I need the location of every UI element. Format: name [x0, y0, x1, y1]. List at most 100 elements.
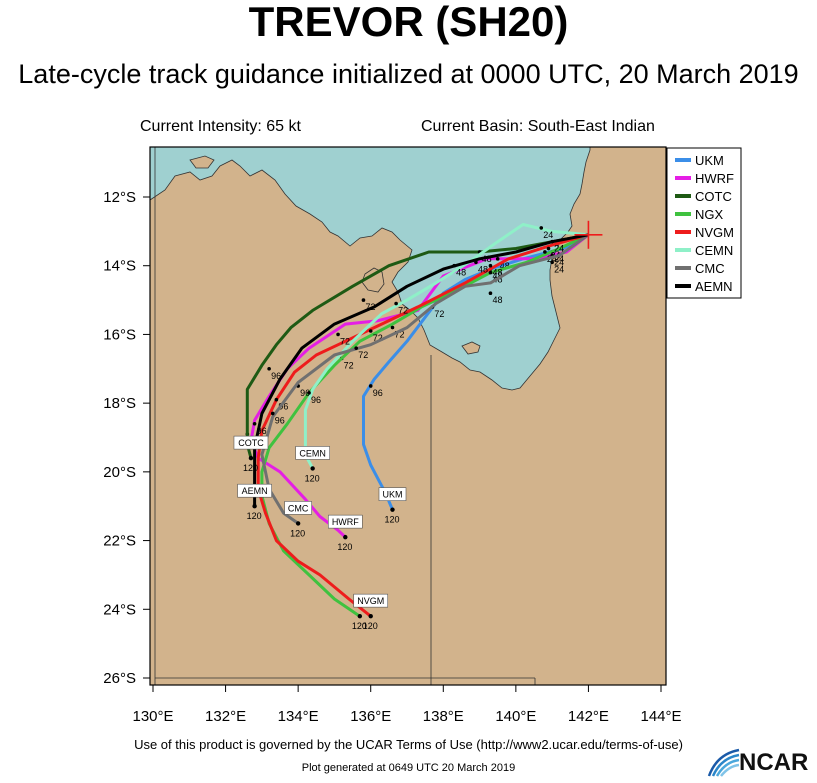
- legend-box: [666, 147, 742, 299]
- model-end-label: COTC: [238, 438, 264, 448]
- ncar-logo: NCAR: [707, 748, 813, 778]
- end-hour-label: 120: [384, 515, 399, 525]
- x-tick-label: 140°E: [495, 708, 536, 725]
- y-tick-label: 24°S: [103, 601, 136, 618]
- forecast-hour-dot: [267, 366, 271, 371]
- forecast-hour-dot: [539, 226, 544, 230]
- track-cemn: [303, 223, 589, 470]
- track-end-dot: [390, 507, 395, 512]
- land-group: [150, 147, 666, 685]
- map-frame: [149, 146, 667, 686]
- forecast-hour-label: 72: [394, 330, 404, 340]
- track-end-dot: [357, 613, 363, 619]
- forecast-hour-label: 96: [373, 388, 383, 398]
- forecast-hour-label: 24: [543, 230, 553, 240]
- forecast-hour-label: 48: [492, 268, 502, 278]
- model-end-label: CEMN: [299, 448, 326, 458]
- forecast-hour-label: 72: [344, 360, 354, 370]
- model-end-label: UKM: [382, 490, 402, 500]
- legend-label-aemn: AEMN: [695, 279, 733, 294]
- forecast-hour-label: 48: [492, 271, 502, 281]
- end-hour-label: 120: [337, 542, 352, 552]
- forecast-hour-label: 72: [358, 350, 368, 360]
- forecast-hour-label: 48: [500, 261, 510, 271]
- forecast-hour-label: 24: [547, 254, 557, 264]
- forecast-hour-dot: [488, 291, 493, 296]
- track-cotc: [245, 233, 589, 459]
- legend: UKM HWRF COTC NGX NVGM CEMN CMC AEMN: [666, 147, 742, 299]
- ncar-wordmark: NCAR: [739, 749, 809, 776]
- legend-label-ngx: NGX: [695, 207, 724, 222]
- axes-layer: 130°E 132°E 134°E 136°E 138°E 140°E 142°E 144°E…: [103, 189, 681, 725]
- forecast-hour-label: 24: [554, 254, 564, 264]
- y-tick-label: 26°S: [103, 670, 136, 687]
- tracks-layer: 24 48 72 96 24 48 72 96 24 48 72 96 24 48 72 96 24 48 72 96…: [245, 223, 590, 618]
- x-tick-label: 134°E: [278, 708, 319, 725]
- forecast-hour-label: 48: [478, 264, 488, 274]
- forecast-hour-dot: [354, 346, 359, 350]
- legend-label-ukm: UKM: [695, 153, 724, 168]
- forecast-hour-label: 96: [300, 388, 310, 398]
- plot-generated: Plot generated at 0649 UTC 20 March 2019: [301, 762, 516, 774]
- ncar-swirl-icon: [707, 748, 740, 777]
- current-basin: Current Basin: South-East Indian: [421, 118, 655, 135]
- model-end-box: [378, 487, 407, 501]
- track-end-dot: [248, 455, 254, 461]
- model-end-box: [328, 514, 363, 529]
- legend-label-hwrf: HWRF: [695, 171, 734, 186]
- forecast-hour-label: 24: [554, 264, 564, 274]
- forecast-hour-dot: [546, 246, 551, 251]
- x-tick-label: 136°E: [350, 708, 391, 725]
- forecast-hour-label: 48: [456, 268, 466, 278]
- forecast-hour-dot: [394, 301, 398, 306]
- y-tick-label: 18°S: [103, 395, 136, 412]
- x-tick-label: 142°E: [568, 708, 609, 725]
- model-end-box: [353, 593, 389, 608]
- forecast-hour-dot: [270, 411, 275, 416]
- model-end-label: AEMN: [242, 486, 268, 496]
- forecast-hour-label: 72: [373, 333, 383, 343]
- y-tick-label: 14°S: [103, 258, 136, 275]
- legend-label-cmc: CMC: [695, 261, 725, 276]
- forecast-hour-dot: [488, 263, 493, 268]
- track-ukm: [362, 233, 590, 511]
- y-tick-label: 20°S: [103, 464, 136, 481]
- forecast-hour-dot: [361, 298, 366, 302]
- terms-of-use: Use of this product is governed by the U…: [134, 737, 683, 752]
- end-hour-label: 120: [363, 621, 378, 631]
- end-hour-label: 120: [243, 463, 258, 473]
- track-end-dot: [368, 613, 373, 619]
- model-end-box: [284, 501, 312, 515]
- track-cmc: [260, 233, 590, 525]
- storm-title: TREVOR (SH20): [248, 0, 569, 45]
- model-end-box: [233, 435, 269, 450]
- y-tick-label: 16°S: [103, 326, 136, 343]
- track-end-dot: [252, 504, 257, 509]
- forecast-hour-label: 24: [554, 257, 564, 267]
- north-islands: [189, 155, 215, 169]
- forecast-hour-dot: [390, 325, 395, 330]
- model-end-box: [295, 446, 330, 460]
- track-end-dot: [295, 521, 301, 526]
- forecast-hour-label: 96: [275, 415, 285, 425]
- forecast-hour-dot: [368, 384, 373, 388]
- forecast-hour-dot: [495, 257, 500, 261]
- x-tick-label: 138°E: [423, 708, 464, 725]
- legend-label-nvgm: NVGM: [695, 225, 734, 240]
- y-tick-label: 22°S: [103, 533, 136, 550]
- end-hour-label: 120: [290, 528, 305, 538]
- forecast-hour-dot: [550, 239, 554, 244]
- forecast-hour-label: 96: [257, 426, 267, 436]
- forecast-hour-dot: [307, 391, 311, 395]
- australia-landmass: [150, 147, 666, 685]
- groote-eylandt: [361, 267, 385, 293]
- x-tick-label: 132°E: [205, 708, 246, 725]
- track-end-dot: [343, 534, 348, 540]
- forecast-hour-dot: [543, 250, 547, 254]
- forecast-hour-dot: [550, 260, 554, 265]
- end-hour-label: 120: [305, 473, 320, 483]
- guidance-subtitle: Late-cycle track guidance initialized at…: [18, 59, 799, 89]
- forecast-hour-label: 72: [340, 336, 350, 346]
- forecast-hour-label: 72: [398, 306, 408, 316]
